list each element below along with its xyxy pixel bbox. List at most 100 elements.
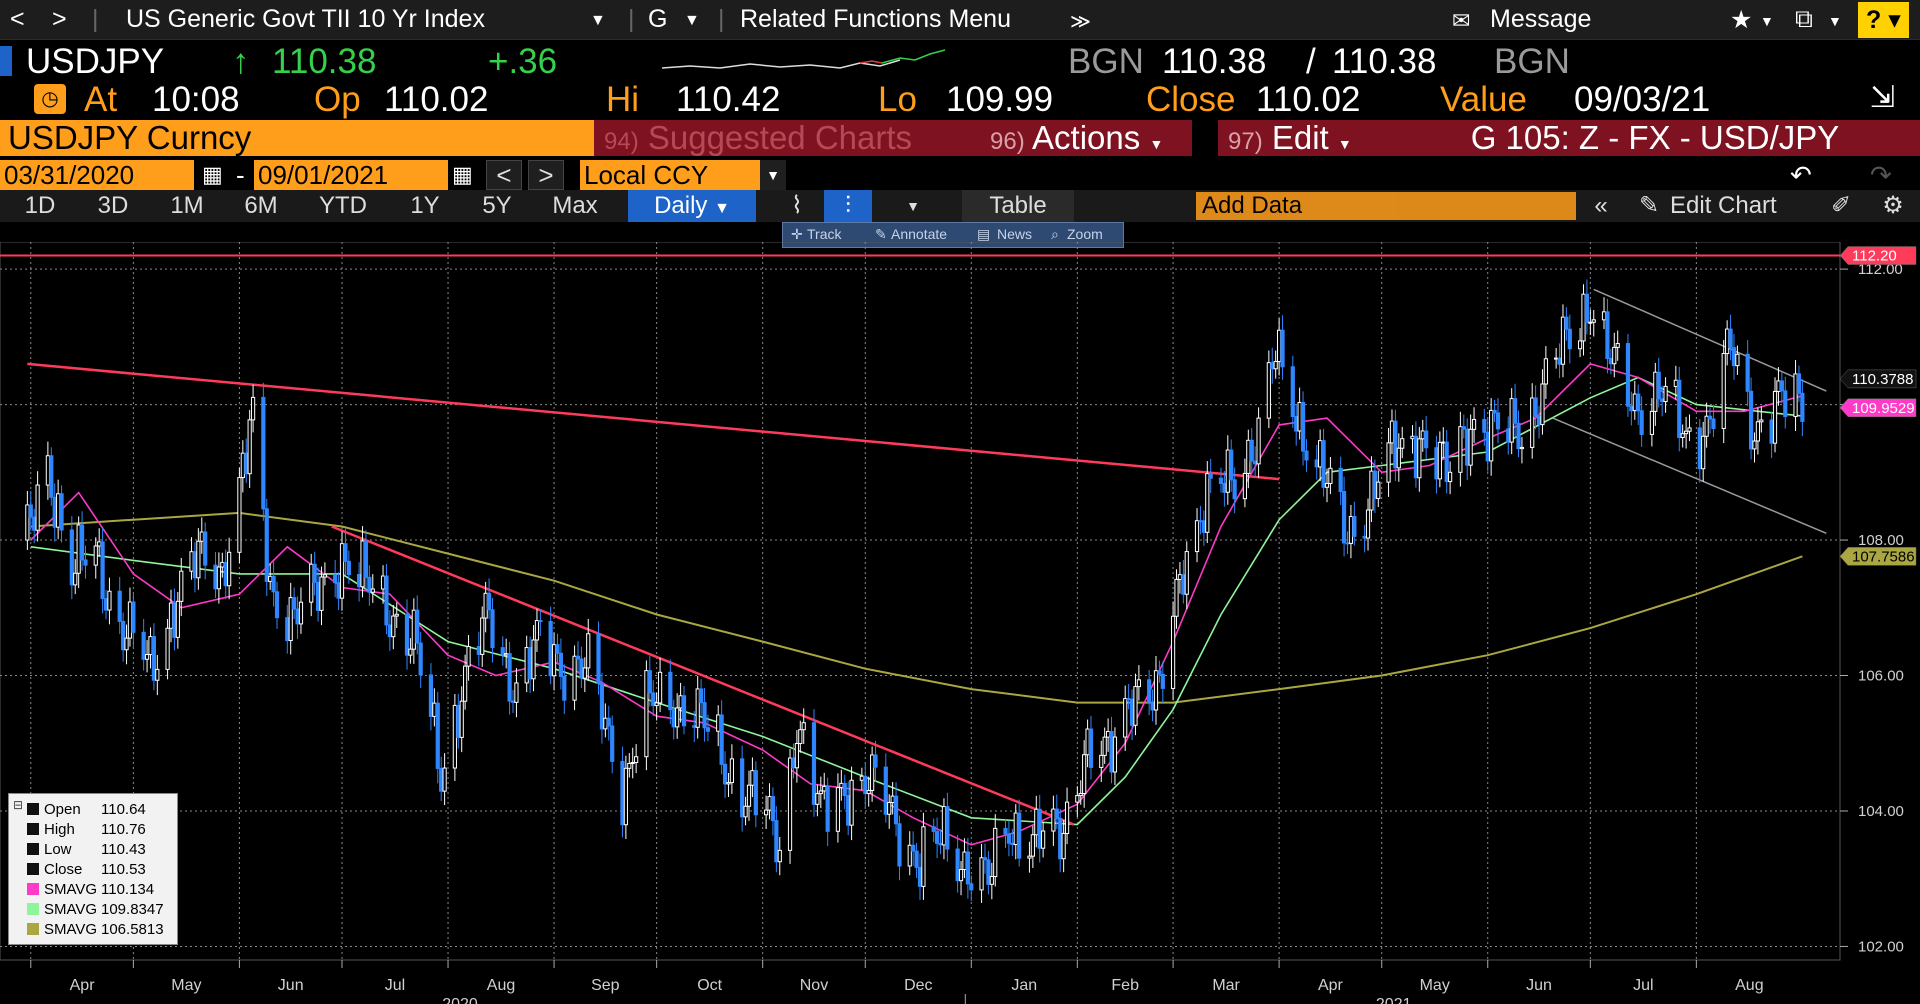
candle-body: [681, 695, 687, 727]
double-chevron-icon[interactable]: ≫: [1070, 11, 1091, 33]
candle-body: [835, 787, 841, 832]
candle-body: [199, 531, 204, 542]
candle-body: [1673, 379, 1678, 387]
period-tab-ytd[interactable]: YTD: [319, 192, 367, 219]
tool-zoom[interactable]: Zoom: [1067, 226, 1103, 242]
candle-body: [1588, 321, 1593, 324]
tool-annotate[interactable]: Annotate: [891, 226, 948, 242]
candle-body: [271, 575, 276, 593]
pencil-icon[interactable]: ✎: [1638, 192, 1660, 219]
period-tab-1y[interactable]: 1Y: [410, 192, 440, 219]
next-range-button[interactable]: >: [528, 160, 564, 190]
candle-body: [1577, 340, 1583, 350]
line-chart-icon[interactable]: ⌇: [791, 192, 803, 219]
candle-body: [172, 602, 177, 638]
collapse-legend-icon[interactable]: ⊟: [13, 798, 24, 812]
candle-body: [1677, 379, 1682, 438]
candle-body: [514, 682, 519, 703]
news-icon[interactable]: ▤: [977, 226, 991, 242]
period-tab-5y[interactable]: 5Y: [482, 192, 512, 219]
collapse-icon[interactable]: «: [1594, 192, 1608, 219]
tool-news[interactable]: News: [997, 226, 1033, 242]
star-icon[interactable]: ★: [1730, 6, 1753, 34]
candle-body: [1396, 447, 1401, 469]
security-field[interactable]: USDJPY Curncy: [0, 120, 596, 156]
candle-body: [1352, 516, 1357, 537]
candle-body: [1109, 731, 1114, 773]
search-icon[interactable]: ⌕: [1051, 226, 1059, 242]
chevron-down-icon[interactable]: ▼: [684, 12, 700, 29]
period-tab-max[interactable]: Max: [552, 192, 598, 219]
gear-icon[interactable]: ⚙: [1882, 192, 1904, 219]
add-data-input[interactable]: Add Data: [1196, 192, 1576, 220]
ask-price: 110.38: [1332, 42, 1437, 81]
chevron-down-icon[interactable]: ▼: [590, 12, 606, 29]
pencil-icon[interactable]: ✎: [875, 226, 887, 242]
candle-body: [1225, 449, 1230, 493]
chevron-down-icon[interactable]: ▼: [1828, 13, 1842, 29]
candle-body: [702, 702, 707, 729]
chevron-down-icon[interactable]: ▼: [906, 198, 920, 214]
candlestick-icon[interactable]: ⫶: [824, 190, 872, 222]
edit-chart-button[interactable]: Edit Chart: [1670, 192, 1777, 219]
related-functions-menu[interactable]: Related Functions Menu: [740, 5, 1011, 33]
legend-swatch: [27, 803, 39, 815]
price-chart[interactable]: 102.00104.00106.00108.00110.00112.00112.…: [0, 242, 1920, 1004]
period-tab-3d[interactable]: 3D: [97, 192, 129, 219]
period-tab-1d[interactable]: 1D: [24, 192, 56, 219]
candle-body: [79, 524, 85, 561]
candle-body: [1184, 551, 1189, 595]
back-button[interactable]: <: [10, 5, 25, 33]
help-button[interactable]: ? ▾: [1858, 2, 1909, 38]
candle-body: [935, 830, 940, 844]
currency-select[interactable]: Local CCY: [580, 160, 764, 190]
candle-body: [1249, 439, 1254, 462]
window-icon[interactable]: ⧉: [1795, 5, 1813, 33]
candle-body: [1564, 316, 1569, 330]
envelope-icon[interactable]: ✉: [1452, 8, 1471, 33]
candle-body: [192, 551, 198, 579]
candle-body: [1625, 343, 1631, 407]
calendar-icon[interactable]: ▦: [452, 162, 473, 187]
edit-button[interactable]: 97) Edit ▼: [1218, 120, 1386, 156]
candle-body: [309, 563, 314, 603]
chart-export-icon[interactable]: ⇲: [1870, 81, 1896, 114]
x-month-label: Aug: [1735, 977, 1763, 994]
calendar-icon[interactable]: ▦: [202, 162, 223, 187]
message-button[interactable]: Message: [1490, 5, 1592, 33]
end-date-field[interactable]: 09/01/2021: [254, 160, 448, 190]
candle-body: [500, 647, 505, 656]
security-selector[interactable]: US Generic Govt TII 10 Yr Index: [126, 5, 485, 33]
function-menu[interactable]: G: [648, 5, 668, 33]
legend-value: 109.8347: [101, 901, 164, 918]
undo-icon[interactable]: ↶: [1790, 160, 1812, 190]
candle-body: [1731, 347, 1737, 367]
candle-body: [288, 597, 293, 642]
candle-body: [743, 805, 748, 818]
forward-button[interactable]: >: [52, 5, 67, 33]
actions-button[interactable]: 96) Actions ▼: [980, 120, 1192, 156]
x-month-label: Apr: [1318, 977, 1344, 994]
period-tab-1m[interactable]: 1M: [170, 192, 204, 219]
start-date-field[interactable]: 03/31/2020: [0, 160, 194, 190]
chevron-down-icon[interactable]: ▼: [760, 160, 786, 190]
redo-icon[interactable]: ↷: [1870, 160, 1892, 190]
clock-icon[interactable]: ◷: [34, 84, 66, 114]
frequency-select[interactable]: Daily ▼: [628, 190, 756, 222]
y-tick-label: 108.00: [1858, 532, 1904, 549]
candle-body: [486, 592, 492, 611]
table-button[interactable]: Table: [962, 190, 1074, 222]
candle-body: [387, 624, 392, 638]
candle-body: [1270, 362, 1275, 370]
candle-body: [418, 642, 423, 676]
candle-body: [866, 789, 871, 795]
period-tab-6m[interactable]: 6M: [244, 192, 278, 219]
crosshair-icon[interactable]: ✛: [791, 226, 803, 242]
chevron-down-icon[interactable]: ▼: [1760, 13, 1774, 29]
tool-track[interactable]: Track: [807, 226, 842, 242]
draw-icon[interactable]: ✐: [1830, 192, 1852, 219]
prev-range-button[interactable]: <: [486, 160, 522, 190]
suggested-charts-button[interactable]: 94) Suggested Charts: [594, 120, 990, 156]
candle-body: [1653, 371, 1658, 412]
candle-body: [1772, 390, 1778, 444]
